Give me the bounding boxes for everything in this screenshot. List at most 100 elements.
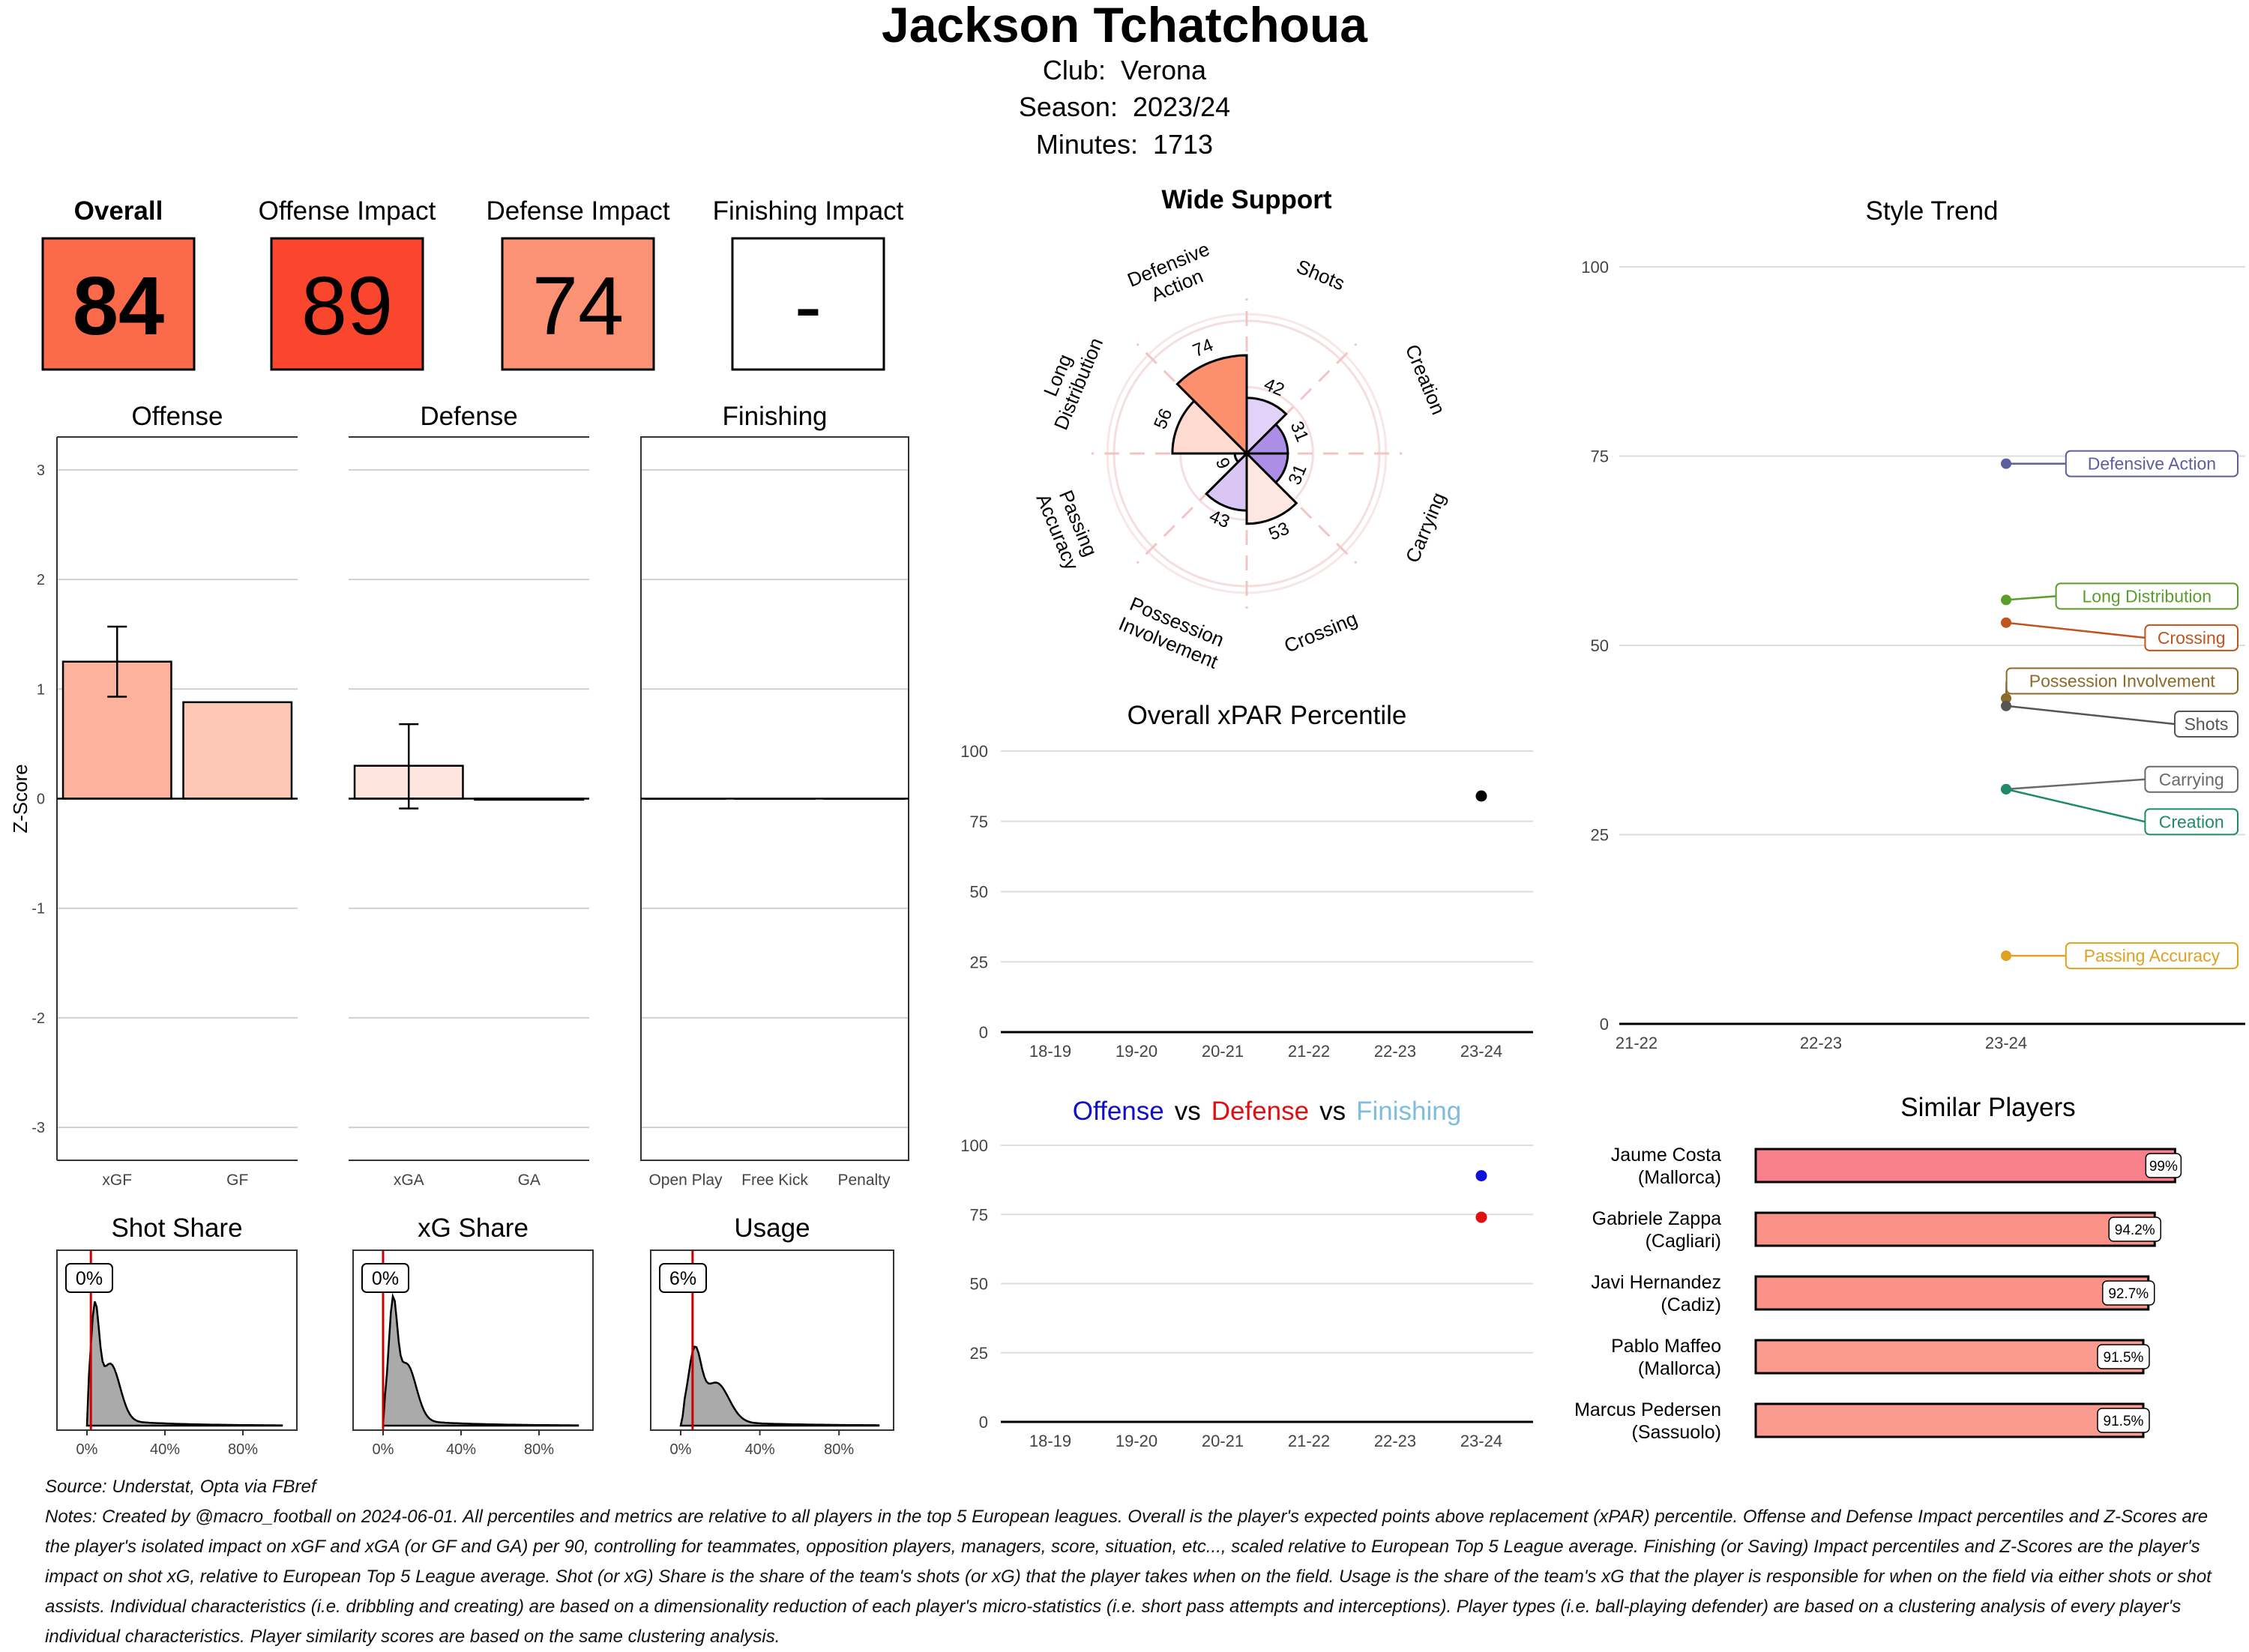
radar-value-label: 74 <box>1190 335 1216 361</box>
x-tick-label: 22-23 <box>1800 1034 1842 1052</box>
similarity-label-box <box>2108 1217 2161 1242</box>
player-name-label: Marcus Pedersen <box>1574 1399 1721 1420</box>
similarity-bar <box>1754 1339 2145 1375</box>
density-marker-label: 0% <box>76 1268 103 1289</box>
trend-connector <box>2005 705 2176 726</box>
similarity-label: 94.2% <box>2115 1223 2155 1238</box>
y-tick-label: -3 <box>31 1120 45 1136</box>
y-tick-label: 75 <box>970 813 988 831</box>
y-tick-label: 1 <box>37 681 45 698</box>
trend-label-box <box>2174 711 2239 738</box>
trend-point <box>2001 617 2011 628</box>
y-tick-label: 50 <box>970 883 988 902</box>
impact-box <box>41 237 196 371</box>
club-value: Verona <box>1121 55 1207 85</box>
y-tick-label: 0 <box>1600 1015 1609 1034</box>
trend-point <box>2001 594 2011 606</box>
title-part: vs <box>1319 1097 1346 1126</box>
similarity-label: 91.5% <box>2104 1350 2144 1366</box>
similarity-bar <box>1754 1148 2176 1184</box>
y-tick-label: 0 <box>37 792 45 808</box>
scatter-title: Offense vs Defense vs Finishing <box>1073 1097 1461 1126</box>
trend-label: Carrying <box>2159 770 2224 789</box>
x-tick-label: 20-21 <box>1202 1042 1244 1061</box>
x-tick-label: 23-24 <box>1460 1042 1502 1061</box>
y-tick-label: 0 <box>979 1023 988 1042</box>
panel-title: Finishing <box>722 402 827 431</box>
scatter-point <box>1475 1170 1487 1182</box>
y-tick-label: 75 <box>970 1205 988 1224</box>
impact-box <box>731 237 885 371</box>
zscore-bar-chart: Z-Score 3 2 1 0 -1 -2 -3 Offense xGF GF Defense xGA G… <box>9 402 909 1189</box>
y-tick-label: 25 <box>970 1344 988 1363</box>
style-trend-chart: Style Trend 100 75 50 25 0 21-22 22-23 23-24 Defe… <box>1581 196 2245 1052</box>
impact-box-value: 74 <box>532 260 624 352</box>
player-club-label: (Sassuolo) <box>1632 1422 1722 1443</box>
x-tick-label: Penalty <box>837 1172 891 1189</box>
trend-label-box <box>2144 624 2239 651</box>
player-dashboard: Jackson Tchatchoua Club: Verona Season: … <box>9 0 2245 1458</box>
x-tick-label: 80% <box>228 1441 258 1458</box>
x-tick-label: 23-24 <box>1985 1034 2027 1052</box>
share-density-charts: Shot Share 0% 0% 40% 80% xG Share 0% 0% 40% 80% Us… <box>56 1214 894 1458</box>
impact-box-label: Defense Impact <box>486 196 669 226</box>
similarity-label-box <box>2102 1280 2155 1306</box>
density-marker-label: 6% <box>669 1268 696 1289</box>
y-axis-label: Z-Score <box>9 764 31 833</box>
impact-box-label: Finishing Impact <box>713 196 904 226</box>
trend-label: Possession Involvement <box>2029 671 2216 690</box>
trend-label-box <box>2144 808 2239 836</box>
minutes-label: Minutes: <box>1036 129 1138 160</box>
player-name-label: Pablo Maffeo <box>1611 1336 1721 1357</box>
radar-category-label: LongDistribution <box>1029 326 1107 433</box>
player-club-label: (Cadiz) <box>1661 1294 1721 1315</box>
offense-defense-finishing-chart: Offense vs Defense vs Finishing 100 75 50 25 0 18-… <box>960 1097 1533 1450</box>
x-tick-label: 19-20 <box>1116 1042 1157 1061</box>
y-tick-label: 25 <box>1591 826 1609 845</box>
x-tick-label: 40% <box>446 1441 476 1458</box>
x-tick-label: Free Kick <box>741 1172 808 1189</box>
similar-title: Similar Players <box>1900 1093 2075 1122</box>
trend-label: Passing Accuracy <box>2084 946 2221 965</box>
y-tick-label: 100 <box>1581 258 1609 277</box>
similarity-label: 92.7% <box>2108 1286 2149 1302</box>
x-tick-label: 40% <box>745 1441 775 1458</box>
footer-notes: Source: Understat, Opta via FBref Notes:… <box>45 1472 2234 1652</box>
impact-box-value: 84 <box>73 260 164 352</box>
radar-value-label: 31 <box>1286 418 1313 444</box>
radar-category-line: Shots <box>1293 255 1348 295</box>
impact-box-value: - <box>795 260 822 352</box>
title-part: Offense <box>1073 1097 1164 1126</box>
similarity-label-box <box>2097 1408 2150 1433</box>
similarity-label: 91.5% <box>2104 1414 2144 1429</box>
trend-label-box <box>2065 942 2239 970</box>
radar-category-label: PassingAccuracy <box>1032 482 1104 573</box>
trend-label-box <box>2055 582 2239 610</box>
density-title: xG Share <box>418 1214 529 1243</box>
y-tick-label: 0 <box>979 1413 988 1432</box>
club-line: Club: Verona <box>1043 55 1207 85</box>
density-marker-box <box>361 1263 409 1293</box>
z-bar <box>182 701 293 800</box>
density-marker-box <box>65 1263 113 1293</box>
x-tick-label: 21-22 <box>1288 1432 1330 1450</box>
x-tick-label: 18-19 <box>1029 1432 1071 1450</box>
radar-value-label: 53 <box>1266 519 1292 545</box>
radar-category-label: Carrying <box>1401 489 1450 566</box>
x-tick-label: 40% <box>150 1441 180 1458</box>
y-tick-label: 100 <box>960 1136 988 1155</box>
player-name-label: Javi Hernandez <box>1591 1272 1721 1293</box>
density-title: Shot Share <box>111 1214 242 1243</box>
season-label: Season: <box>1019 91 1118 122</box>
x-tick-label: GA <box>518 1172 541 1189</box>
similarity-label-box <box>2097 1344 2150 1369</box>
y-tick-label: 2 <box>37 572 45 588</box>
x-tick-label: 19-20 <box>1116 1432 1157 1450</box>
radar-wedge <box>1175 354 1248 456</box>
trend-connector <box>2005 788 2146 823</box>
trend-title: Style Trend <box>1865 196 1998 226</box>
y-tick-label: -1 <box>31 901 45 917</box>
trend-label-box <box>2005 667 2239 695</box>
player-club-label: (Mallorca) <box>1638 1358 1721 1379</box>
x-tick-label: 80% <box>524 1441 554 1458</box>
